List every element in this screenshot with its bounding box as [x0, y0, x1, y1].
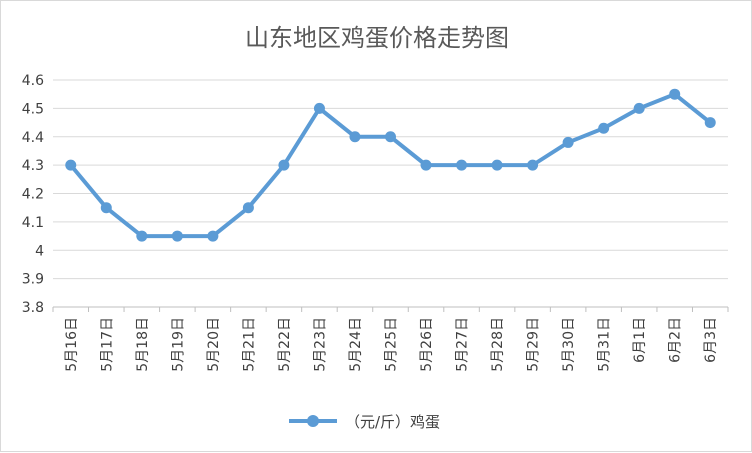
data-point: [349, 131, 361, 143]
x-tick-label: 5月23日: [312, 317, 328, 372]
data-point: [633, 102, 645, 114]
data-point: [100, 202, 112, 214]
y-tick-label: 4.3: [22, 158, 44, 174]
x-tick-label: 5月26日: [419, 317, 435, 372]
y-tick-label: 4: [35, 243, 44, 259]
y-tick-label: 4.4: [22, 130, 44, 146]
x-tick-label: 5月16日: [64, 317, 80, 372]
data-point: [527, 159, 539, 171]
data-point: [65, 159, 77, 171]
x-tick-label: 5月30日: [561, 317, 577, 372]
data-point: [171, 230, 183, 242]
y-tick-label: 4.2: [22, 187, 44, 203]
x-tick-label: 5月22日: [277, 317, 293, 372]
data-point: [598, 122, 610, 134]
x-tick-label: 6月1日: [632, 317, 648, 363]
legend-label: （元/斤）鸡蛋: [345, 413, 440, 431]
x-tick-label: 5月24日: [348, 317, 364, 372]
x-axis-ticks: 5月16日 5月17日 5月18日 5月19日 5月20日 5月21日 5月22日 5月23日…: [64, 317, 719, 372]
x-tick-label: 5月29日: [526, 317, 542, 372]
y-tick-label: 3.8: [22, 300, 44, 316]
x-tick-label: 5月18日: [135, 317, 151, 372]
chart-title: 山东地区鸡蛋价格走势图: [245, 24, 509, 52]
x-tick-label: 5月27日: [455, 317, 471, 372]
x-tick-label: 6月3日: [703, 317, 719, 363]
legend: （元/斤）鸡蛋: [289, 413, 440, 431]
x-tick-label: 5月25日: [384, 317, 400, 372]
data-point: [669, 88, 681, 100]
y-tick-label: 4.1: [22, 215, 44, 231]
x-axis: [52, 306, 729, 312]
data-point: [385, 131, 396, 143]
x-tick-label: 5月28日: [490, 317, 506, 372]
data-point: [278, 159, 290, 171]
x-tick-label: 6月2日: [668, 317, 684, 363]
data-point: [491, 159, 503, 171]
data-point: [704, 117, 716, 129]
data-point: [420, 159, 432, 171]
y-tick-label: 4.5: [22, 101, 44, 117]
legend-point-marker: [307, 415, 319, 427]
data-point: [313, 102, 325, 114]
data-point: [136, 230, 148, 242]
x-tick-label: 5月20日: [206, 317, 222, 372]
y-axis-ticks: 3.8 3.9 4 4.1 4.2 4.3 4.4 4.5 4.6: [22, 73, 44, 316]
y-tick-label: 3.9: [22, 272, 44, 288]
data-point: [242, 202, 254, 214]
data-point: [562, 136, 574, 148]
grid-lines: [53, 79, 728, 280]
x-tick-label: 5月17日: [99, 317, 115, 372]
series-egg-price: [65, 88, 716, 242]
data-point: [207, 230, 219, 242]
x-tick-label: 5月31日: [597, 317, 613, 372]
x-tick-label: 5月19日: [170, 317, 186, 372]
data-point: [456, 159, 468, 171]
y-tick-label: 4.6: [22, 73, 44, 89]
x-tick-label: 5月21日: [241, 317, 257, 372]
